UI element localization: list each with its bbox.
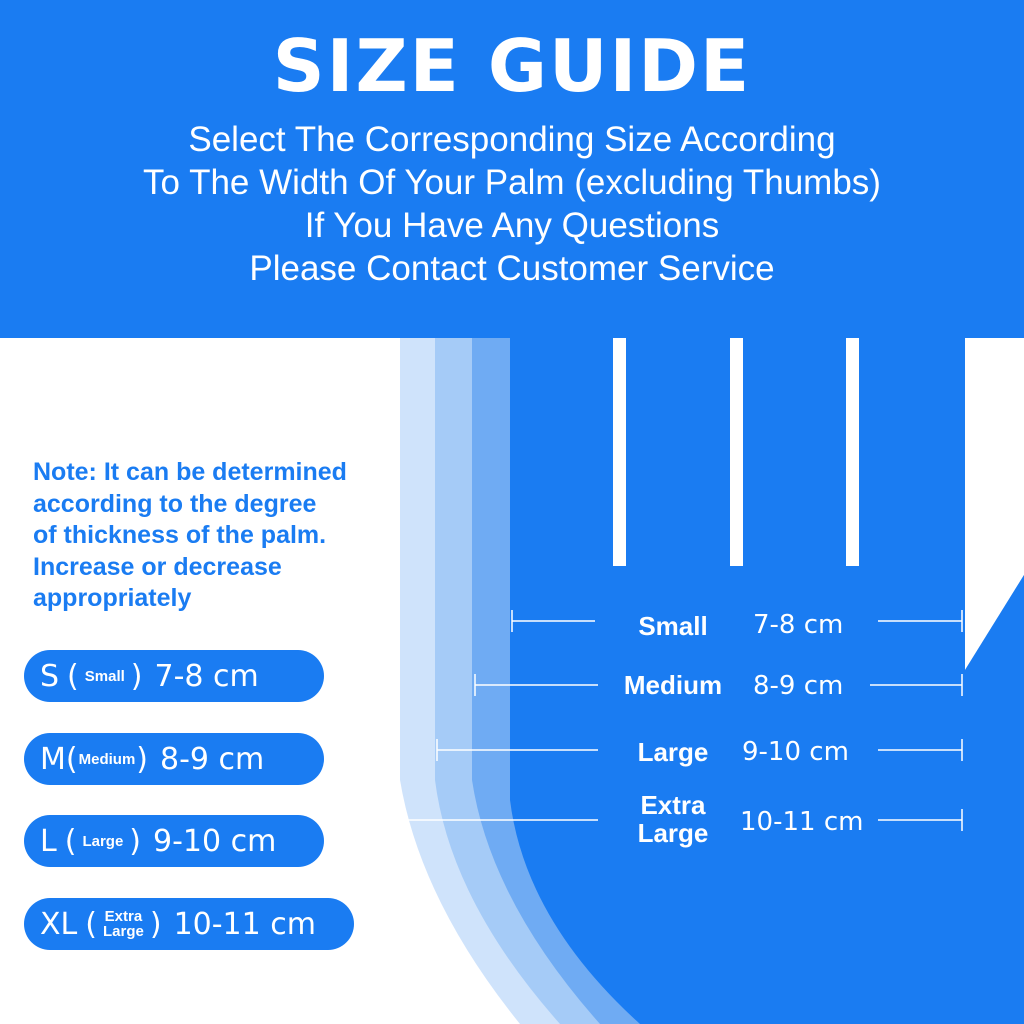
size-pill-m: M ( Medium ) 8-9 cm: [24, 733, 324, 785]
header-banner: [0, 0, 1024, 338]
subtitle: Select The Corresponding Size According …: [0, 118, 1024, 290]
size-pill-s: S ( Small ) 7-8 cm: [24, 650, 324, 702]
size-code: L: [40, 823, 57, 859]
hand-range-medium: 8-9 cm: [753, 671, 844, 701]
hand-label-small: Small: [638, 611, 708, 641]
note-line: according to the degree: [33, 489, 317, 518]
paren-open: (: [67, 658, 79, 694]
size-pill-xl: XL ( Extra Large ) 10-11 cm: [24, 898, 354, 950]
hand-label-xl: Extra Large: [610, 791, 736, 847]
hand-label-line: Extra: [640, 790, 706, 820]
paren-close: ): [130, 658, 143, 694]
size-range: 7-8 cm: [154, 658, 259, 694]
size-name-line: Large: [102, 923, 144, 940]
size-range: 8-9 cm: [160, 741, 265, 777]
hand-range-xl: 10-11 cm: [740, 807, 864, 837]
subtitle-line: To The Width Of Your Palm (excluding Thu…: [143, 163, 881, 202]
subtitle-line: Select The Corresponding Size According: [188, 120, 836, 159]
subtitle-line: Please Contact Customer Service: [249, 249, 775, 288]
paren-close: ): [136, 741, 148, 777]
note-line: Note: It can be determined: [33, 458, 347, 486]
hand-label-line: Large: [637, 818, 709, 848]
paren-open: (: [85, 906, 97, 942]
thumb-gap: [965, 338, 1024, 670]
size-code: S: [40, 658, 60, 694]
hand-range-small: 7-8 cm: [753, 610, 844, 640]
hand-range-large: 9-10 cm: [742, 737, 849, 767]
note-line: appropriately: [33, 584, 192, 612]
size-pill-l: L ( Large ) 9-10 cm: [24, 815, 324, 867]
paren-close: ): [149, 906, 162, 942]
finger-gap: [846, 338, 859, 566]
hand-label-medium: Medium: [623, 670, 723, 700]
size-name-line: Extra: [104, 908, 143, 925]
hand-label-large: Large: [637, 737, 709, 767]
size-name: Large: [82, 832, 124, 850]
size-name: Extra Large: [103, 909, 144, 939]
size-code: M: [40, 741, 66, 777]
paren-open: (: [64, 823, 77, 859]
note-line: of thickness of the palm.: [33, 521, 327, 549]
thumb: [965, 575, 1024, 1024]
subtitle-line: If You Have Any Questions: [304, 206, 720, 245]
paren-open: (: [65, 741, 78, 777]
page-title: SIZE GUIDE: [272, 24, 752, 108]
note-line: Increase or decrease: [33, 552, 282, 581]
size-code: XL: [40, 906, 78, 942]
note-text: Note: It can be determined according to …: [33, 457, 413, 615]
size-name: Small: [84, 667, 125, 685]
finger-gap: [613, 338, 626, 566]
size-name: Medium: [78, 750, 136, 768]
size-range: 9-10 cm: [153, 823, 277, 859]
size-range: 10-11 cm: [173, 906, 316, 942]
paren-close: ): [129, 823, 142, 859]
finger-gap: [730, 338, 743, 566]
